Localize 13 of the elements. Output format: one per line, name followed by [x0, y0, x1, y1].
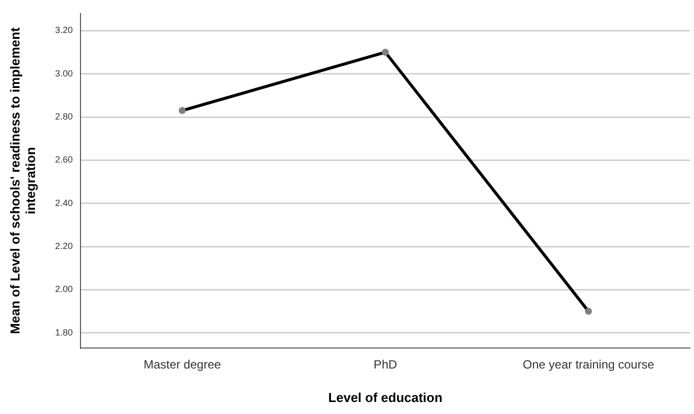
y-tick-label: 2.20	[55, 241, 73, 252]
y-tick-label: 1.80	[55, 327, 73, 338]
x-tick-label: One year training course	[522, 358, 654, 372]
y-tick-label: 3.20	[55, 25, 73, 36]
y-axis-title: Mean of Level of schools' readiness to implement integration	[7, 26, 38, 334]
x-axis-title: Level of education	[328, 390, 442, 405]
y-tick-label: 2.00	[55, 284, 73, 294]
y-tick-label: 3.00	[55, 68, 73, 78]
y-tick-label: 2.80	[55, 112, 73, 122]
x-tick-label: PhD	[374, 358, 398, 372]
y-tick-label: 2.40	[55, 198, 73, 208]
y-tick-label: 2.60	[55, 154, 73, 165]
x-tick-label: Master degree	[144, 358, 222, 372]
